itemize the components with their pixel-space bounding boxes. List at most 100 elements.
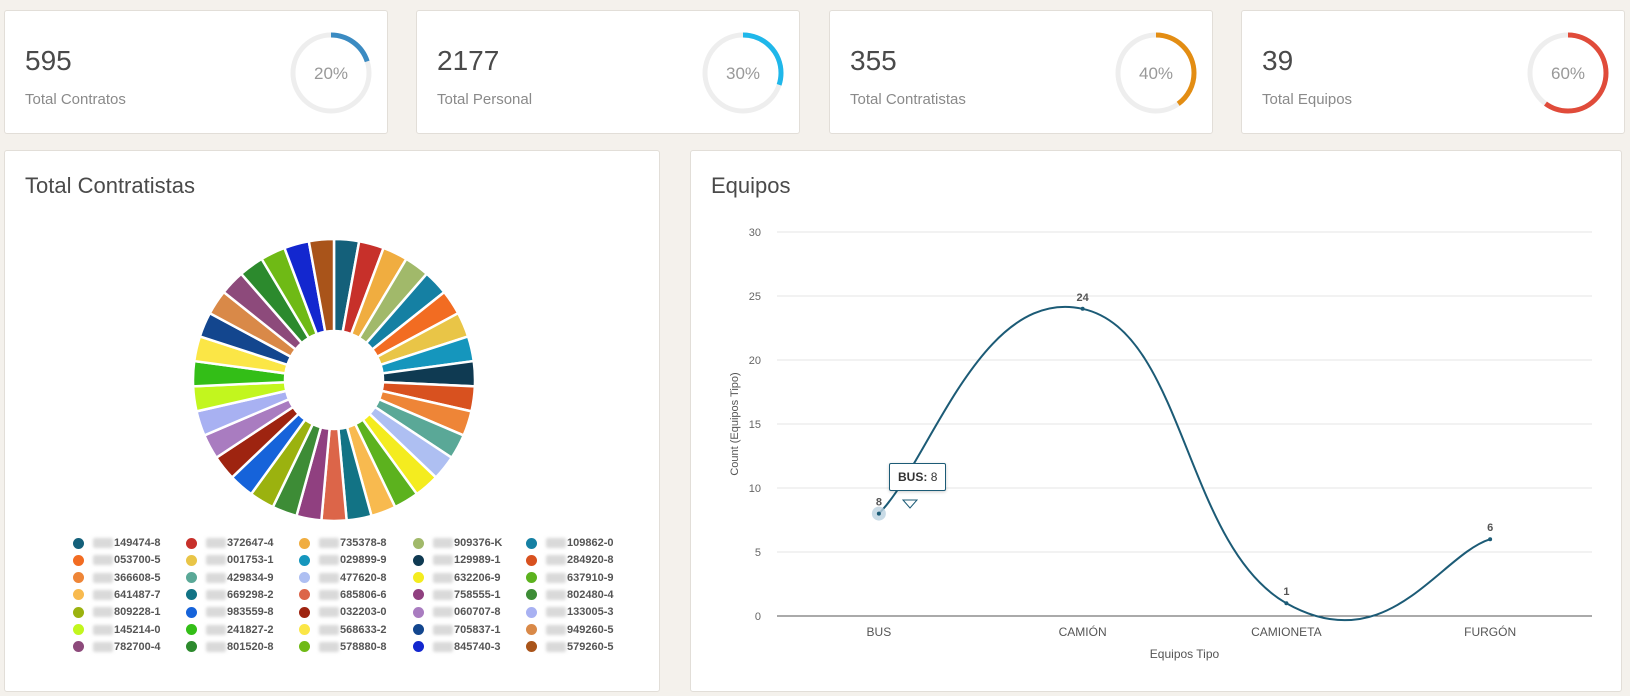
legend-swatch (186, 537, 197, 549)
legend-item[interactable]: 372647-4 (186, 537, 274, 549)
legend-swatch (73, 606, 84, 618)
legend-item[interactable]: 568633-2 (299, 624, 387, 636)
legend-item[interactable]: 109862-0 (526, 537, 614, 549)
legend-redaction (206, 572, 226, 583)
legend-label: 669298-2 (227, 588, 274, 601)
legend-redaction (546, 641, 566, 652)
legend-swatch (186, 572, 197, 584)
legend-redaction (93, 641, 113, 652)
legend-item[interactable]: 685806-6 (299, 589, 387, 601)
legend-swatch (413, 572, 424, 584)
legend-item[interactable]: 637910-9 (526, 572, 614, 584)
legend-item[interactable]: 149474-8 (73, 537, 161, 549)
donut-slice[interactable] (307, 237, 336, 334)
legend-redaction (546, 555, 566, 566)
legend-label: 809228-1 (114, 606, 161, 619)
legend-item[interactable]: 909376-K (413, 537, 502, 549)
legend-label: 129989-1 (454, 554, 501, 567)
y-tick-label: 0 (755, 611, 761, 623)
legend-label: 578880-8 (340, 640, 387, 653)
legend-label: 149474-8 (114, 537, 161, 549)
legend-item[interactable]: 802480-4 (526, 589, 614, 601)
legend-item[interactable]: 053700-5 (73, 554, 161, 566)
legend-swatch (526, 606, 537, 618)
legend-item[interactable]: 366608-5 (73, 572, 161, 584)
y-tick-label: 15 (749, 419, 761, 431)
legend-swatch (526, 641, 537, 653)
legend-label: 477620-8 (340, 571, 387, 584)
data-point[interactable] (1488, 537, 1493, 542)
legend-redaction (546, 572, 566, 583)
legend-swatch (413, 554, 424, 566)
legend-label: 801520-8 (227, 640, 274, 653)
legend-item[interactable]: 129989-1 (413, 554, 501, 566)
legend-item[interactable]: 032203-0 (299, 606, 387, 618)
legend-item[interactable]: 801520-8 (186, 641, 274, 653)
equipos-panel: Equipos 0 5 10 15 20 25 30 BUS CAMIÓN CAMIONETA FU… (690, 150, 1622, 692)
legend-swatch (73, 554, 84, 566)
legend-redaction (206, 607, 226, 618)
legend-item[interactable]: 632206-9 (413, 572, 501, 584)
tooltip-pointer (901, 499, 919, 509)
legend-item[interactable]: 705837-1 (413, 624, 501, 636)
legend-item[interactable]: 809228-1 (73, 606, 161, 618)
legend-swatch (299, 537, 310, 549)
data-point[interactable] (876, 511, 881, 516)
legend-swatch (73, 624, 84, 635)
x-axis-label: Equipos Tipo (1150, 647, 1220, 661)
legend-swatch (299, 589, 310, 601)
x-tick-label: BUS (867, 625, 892, 639)
legend-swatch (413, 589, 424, 601)
y-tick-label: 30 (749, 227, 761, 239)
stat-card: 2177 Total Personal 30% (416, 10, 800, 134)
legend-item[interactable]: 782700-4 (73, 641, 161, 653)
legend-redaction (546, 624, 566, 635)
legend-redaction (433, 641, 453, 652)
legend-redaction (206, 641, 226, 652)
stat-progress-ring: 20% (290, 32, 372, 114)
legend-label: 029899-9 (340, 554, 387, 567)
legend-swatch (299, 572, 310, 584)
stat-value: 355 (850, 45, 897, 76)
legend-redaction (319, 641, 339, 652)
legend-redaction (319, 589, 339, 600)
legend-item[interactable]: 241827-2 (186, 624, 274, 636)
legend-item[interactable]: 060707-8 (413, 606, 501, 618)
tooltip-label: BUS: (898, 470, 928, 484)
legend-item[interactable]: 983559-8 (186, 606, 274, 618)
chart-tooltip: BUS: 8 (889, 463, 947, 491)
legend-item[interactable]: 579260-5 (526, 641, 614, 653)
contratistas-panel-title: Total Contratistas (25, 173, 195, 198)
x-tick-label: FURGÓN (1464, 624, 1516, 639)
legend-swatch (299, 624, 310, 635)
legend-label: 802480-4 (567, 588, 614, 601)
legend-item[interactable]: 429834-9 (186, 572, 274, 584)
legend-item[interactable]: 145214-0 (73, 624, 161, 636)
legend-label: 632206-9 (454, 571, 501, 584)
data-point[interactable] (1080, 306, 1085, 311)
legend-redaction (206, 555, 226, 566)
stat-value: 595 (25, 45, 72, 76)
legend-item[interactable]: 949260-5 (526, 624, 614, 636)
data-point[interactable] (1284, 601, 1289, 606)
legend-item[interactable]: 758555-1 (413, 589, 501, 601)
legend-item[interactable]: 284920-8 (526, 554, 614, 566)
legend-label: 366608-5 (114, 571, 161, 584)
legend-item[interactable]: 001753-1 (186, 554, 274, 566)
legend-item[interactable]: 477620-8 (299, 572, 387, 584)
legend-item[interactable]: 641487-7 (73, 589, 161, 601)
legend-redaction (206, 624, 226, 635)
y-tick-label: 5 (755, 547, 761, 559)
legend-label: 109862-0 (567, 537, 614, 549)
legend-item[interactable]: 029899-9 (299, 554, 387, 566)
legend-item[interactable]: 578880-8 (299, 641, 387, 653)
legend-item[interactable]: 735378-8 (299, 537, 387, 549)
legend-label: 032203-0 (340, 606, 387, 619)
legend-label: 845740-3 (454, 640, 501, 653)
legend-item[interactable]: 845740-3 (413, 641, 501, 653)
legend-item[interactable]: 669298-2 (186, 589, 274, 601)
stat-card: 595 Total Contratos 20% (4, 10, 388, 134)
legend-item[interactable]: 133005-3 (526, 606, 614, 618)
legend-redaction (433, 589, 453, 600)
legend-label: 241827-2 (227, 623, 274, 636)
